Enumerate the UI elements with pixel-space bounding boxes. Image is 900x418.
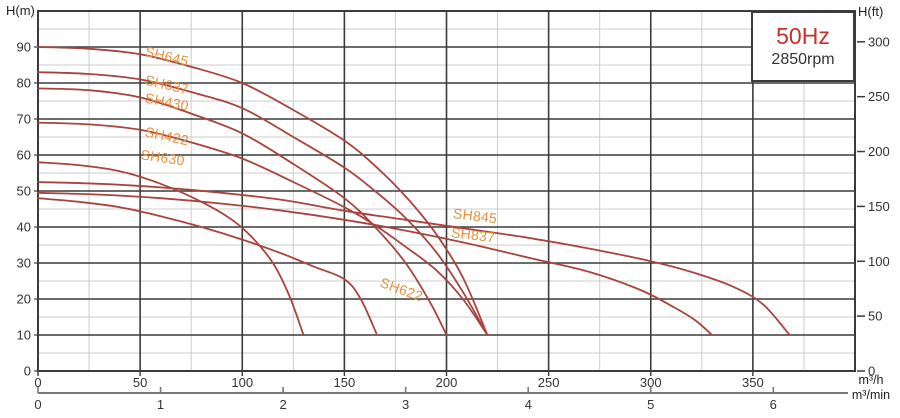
x-axis-tick-label: 200 <box>436 375 458 390</box>
x-unit-secondary: m³/min <box>851 388 891 403</box>
curve-SH430 <box>37 87 448 336</box>
y-axis-tick-label: 50 <box>17 184 31 199</box>
y-axis-tick-label: 60 <box>17 148 31 163</box>
secondary-x-axis-tick-label: 3 <box>402 397 409 412</box>
right-axis-tick-label: 150 <box>868 199 890 214</box>
secondary-x-axis-tick-label: 1 <box>157 397 164 412</box>
right-axis-tick-label: 0 <box>868 364 875 379</box>
frequency-legend-box: 50Hz 2850rpm <box>751 11 855 82</box>
secondary-x-axis-tick-label: 2 <box>279 397 286 412</box>
x-axis-tick-label: 50 <box>133 375 147 390</box>
right-axis-title: H(ft) <box>858 4 884 19</box>
y-axis-tick-label: 40 <box>17 220 31 235</box>
secondary-x-axis-tick-label: 4 <box>525 397 532 412</box>
y-axis-tick-label: 20 <box>17 292 31 307</box>
x-axis-tick-label: 0 <box>34 375 41 390</box>
secondary-x-axis-tick-label: 5 <box>647 397 654 412</box>
right-axis-tick-label: 250 <box>868 89 890 104</box>
x-axis-tick-label: 250 <box>538 375 560 390</box>
curve-SH622 <box>37 197 378 336</box>
curve-label-SH837: SH837 <box>450 224 496 245</box>
x-axis-tick-label: 300 <box>640 375 662 390</box>
y-axis-tick-label: 90 <box>17 40 31 55</box>
x-axis-tick-label: 350 <box>742 375 764 390</box>
curve-label-SH422: SH422 <box>144 124 191 149</box>
frequency-label: 50Hz <box>776 23 830 50</box>
y-axis-tick-label: 10 <box>17 328 31 343</box>
left-axis-title: H(m) <box>6 3 35 18</box>
x-axis-tick-label: 150 <box>334 375 356 390</box>
right-axis-tick-label: 300 <box>868 34 890 49</box>
secondary-x-axis-tick-label: 0 <box>34 397 41 412</box>
y-axis-tick-label: 30 <box>17 256 31 271</box>
curve-SH845 <box>37 181 791 336</box>
curve-SH637 <box>37 71 489 336</box>
right-axis-tick-label: 200 <box>868 144 890 159</box>
curve-SH422 <box>37 121 489 336</box>
curve-label-SH630: SH630 <box>140 146 186 168</box>
x-unit-primary: m³/h <box>858 373 884 387</box>
right-axis-tick-label: 50 <box>868 309 882 324</box>
curve-SH630 <box>37 161 305 336</box>
curve-SH837 <box>37 191 713 336</box>
y-axis-tick-label: 0 <box>24 364 31 379</box>
secondary-x-axis-tick-label: 6 <box>770 397 777 412</box>
right-axis-tick-label: 100 <box>868 254 890 269</box>
y-axis-tick-label: 70 <box>17 112 31 127</box>
x-axis-tick-label: 100 <box>231 375 253 390</box>
curve-label-SH622: SH622 <box>378 274 425 304</box>
speed-label: 2850rpm <box>771 50 835 68</box>
x-axis-units: m³/h m³/min <box>843 373 899 404</box>
y-axis-tick-label: 80 <box>17 76 31 91</box>
curve-label-SH845: SH845 <box>452 205 498 226</box>
